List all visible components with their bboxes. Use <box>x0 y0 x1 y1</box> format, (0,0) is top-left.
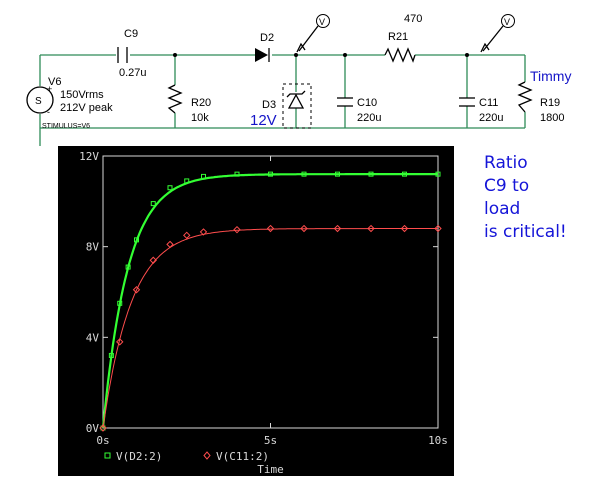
data-point <box>125 264 131 270</box>
probe-marker-d2: V <box>296 14 330 53</box>
c10-value: 220u <box>357 112 381 124</box>
y-tick-label: 8V <box>86 241 100 254</box>
r20-value: 10k <box>191 112 209 124</box>
x-tick-label: 0s <box>96 434 109 447</box>
d3-bar <box>286 90 306 98</box>
r19-value: 1800 <box>540 112 564 124</box>
data-point <box>167 185 173 191</box>
r20-name: R20 <box>191 97 211 109</box>
d3-triangle <box>287 93 305 109</box>
r19-symbol <box>517 81 533 113</box>
data-point <box>201 173 206 179</box>
plot-axes <box>102 155 439 429</box>
data-point <box>335 171 340 177</box>
circuit-schematic: S + - V6 150Vrms 212V peak STIMULUS=V6 0… <box>26 13 571 146</box>
probe-marker-c11: V <box>480 14 515 53</box>
y-tick-label: 0V <box>86 422 100 435</box>
note-line: C9 to <box>484 176 530 196</box>
x-tick-label: 5s <box>264 434 277 447</box>
r21-name: R21 <box>388 31 408 43</box>
r21-value: 470 <box>404 13 422 25</box>
plot-window: 0V 4V 8V 12V 0s 5s 10s V(D2:2) V(C11:2) Time <box>58 146 454 476</box>
data-point <box>434 224 442 233</box>
data-point <box>333 224 342 233</box>
source-stimulus: STIMULUS=V6 <box>42 123 90 130</box>
data-point <box>108 352 114 358</box>
x-axis-label: Time <box>257 463 284 476</box>
r19-name: R19 <box>540 97 560 109</box>
x-tick-label: 10s <box>428 434 448 447</box>
plot-curves <box>99 171 442 432</box>
data-point <box>233 225 241 234</box>
data-point <box>149 256 157 264</box>
junction-dot <box>343 53 347 57</box>
annotation-note: Ratio C9 to load is critical! <box>484 152 592 244</box>
data-point <box>150 201 156 207</box>
y-tick-label: 4V <box>86 331 100 344</box>
c11-value: 220u <box>479 112 503 124</box>
d2-triangle <box>255 48 268 62</box>
probe-marker-c11-glyph: V <box>504 17 510 27</box>
data-point <box>301 171 307 177</box>
series-0 <box>100 171 441 431</box>
plot-canvas: 0V 4V 8V 12V 0s 5s 10s V(D2:2) V(C11:2) Time <box>79 150 448 476</box>
source-sym-label: S <box>35 96 42 107</box>
d3-zener-voltage: 12V <box>250 112 277 129</box>
c9-value: 0.27u <box>119 67 147 79</box>
data-point <box>166 240 174 249</box>
legend-label: V(D2:2) <box>116 450 162 463</box>
data-point <box>199 228 208 236</box>
data-point <box>99 424 107 432</box>
data-point <box>268 171 273 177</box>
note-line: is critical! <box>484 222 567 242</box>
note-line: load <box>484 199 521 219</box>
data-point <box>234 171 240 177</box>
c10-name: C10 <box>357 97 377 109</box>
data-point <box>266 224 275 233</box>
data-point <box>134 237 139 243</box>
source-minus: - <box>47 107 50 117</box>
legend-marker <box>104 452 111 459</box>
data-point <box>132 286 141 294</box>
data-point <box>183 231 191 240</box>
r21-symbol <box>384 47 416 63</box>
source-symbol <box>26 86 54 114</box>
r20-symbol <box>167 84 183 114</box>
data-point <box>300 224 308 233</box>
d3-name: D3 <box>262 99 276 111</box>
d3-dashed-box <box>282 83 312 129</box>
probe-marker-d2-glyph: V <box>319 17 325 27</box>
d2-name: D2 <box>260 32 274 44</box>
source-rms: 150Vrms <box>60 89 104 101</box>
plot-frame <box>102 155 439 429</box>
c11-name: C11 <box>479 97 498 109</box>
data-point <box>400 224 409 233</box>
data-point <box>116 338 124 346</box>
plot-ticks: 0V 4V 8V 12V 0s 5s 10s <box>79 150 448 447</box>
data-point <box>184 178 190 184</box>
legend-marker <box>203 451 211 460</box>
plot-legend: V(D2:2) V(C11:2) <box>104 450 269 463</box>
source-peak: 212V peak <box>60 102 113 114</box>
series-line <box>101 173 438 429</box>
y-tick-label: 12V <box>79 150 99 163</box>
source-name: V6 <box>48 76 61 88</box>
legend-label: V(C11:2) <box>216 450 269 463</box>
data-point <box>368 171 374 177</box>
data-point <box>402 171 407 177</box>
junction-dot <box>465 53 469 57</box>
source-plus: + <box>47 84 52 94</box>
load-name: Timmy <box>530 68 571 84</box>
data-point <box>117 300 123 306</box>
junction-dot <box>294 53 298 57</box>
data-point <box>367 224 375 233</box>
c9-name: C9 <box>124 28 138 40</box>
junction-dot <box>173 53 177 57</box>
note-line: Ratio <box>484 153 528 173</box>
series-line <box>102 228 438 429</box>
data-point <box>435 171 441 177</box>
series-1 <box>99 224 442 432</box>
